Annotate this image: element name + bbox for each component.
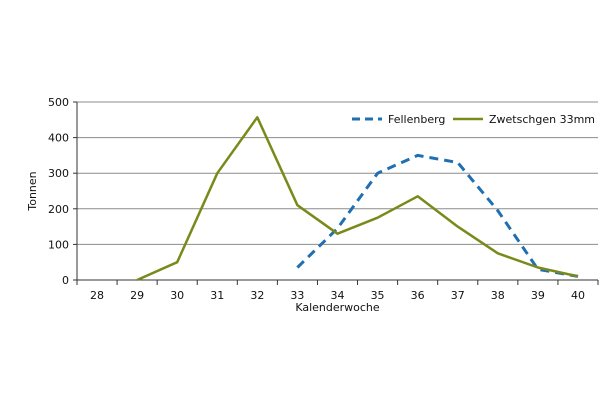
y-tick-label: 400 <box>48 132 69 145</box>
x-tick-labels: 28 29 30 31 32 33 34 35 36 37 38 39 40 <box>90 289 585 302</box>
series-lines <box>136 116 579 282</box>
x-tick-label: 30 <box>170 289 184 302</box>
legend-label-zwetschgen: Zwetschgen 33mm <box>489 113 595 126</box>
legend: Fellenberg Zwetschgen 33mm <box>352 113 595 126</box>
y-tick-label: 300 <box>48 167 69 180</box>
legend-label-fellenberg: Fellenberg <box>388 113 445 126</box>
y-axis-title: Tonnen <box>26 171 39 211</box>
y-tick-label: 0 <box>62 274 69 287</box>
grid-lines <box>77 101 598 245</box>
x-tick-label: 36 <box>411 289 425 302</box>
x-tick-label: 34 <box>331 289 345 302</box>
x-tick-label: 39 <box>531 289 545 302</box>
x-tick-label: 29 <box>130 289 144 302</box>
y-tick-label: 200 <box>48 203 69 216</box>
y-tick-labels: 0 100 200 300 400 500 <box>48 96 69 287</box>
axes <box>73 101 599 285</box>
x-tick-label: 31 <box>210 289 224 302</box>
series-line-0 <box>296 153 579 278</box>
y-tick-label: 500 <box>48 96 69 109</box>
x-tick-label: 40 <box>571 289 585 302</box>
x-tick-label: 37 <box>451 289 465 302</box>
x-tick-label: 28 <box>90 289 104 302</box>
series-line-1 <box>136 116 579 282</box>
x-tick-label: 35 <box>371 289 385 302</box>
x-tick-label: 38 <box>491 289 505 302</box>
x-tick-label: 33 <box>290 289 304 302</box>
x-axis-title: Kalenderwoche <box>295 301 380 314</box>
y-tick-label: 100 <box>48 238 69 251</box>
x-tick-label: 32 <box>250 289 264 302</box>
